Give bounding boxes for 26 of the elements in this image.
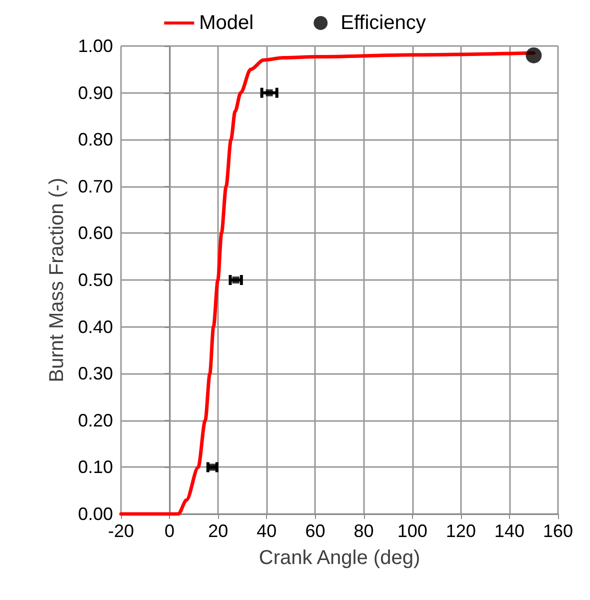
y-tick-label: 0.00 bbox=[78, 504, 113, 524]
legend-label: Efficiency bbox=[340, 12, 426, 34]
x-tick-label: 100 bbox=[397, 521, 428, 541]
y-tick-label: 0.80 bbox=[78, 130, 113, 150]
y-tick-label: 0.60 bbox=[78, 223, 113, 244]
x-tick-label: -20 bbox=[108, 521, 134, 541]
y-tick-label: 1.00 bbox=[78, 36, 113, 56]
x-axis-title: Crank Angle (deg) bbox=[258, 547, 420, 569]
x-tick-label: 40 bbox=[256, 521, 277, 541]
y-tick-label: 0.40 bbox=[78, 316, 113, 337]
x-tick-label: 160 bbox=[542, 521, 574, 541]
y-tick-label: 0.30 bbox=[78, 364, 113, 384]
x-tick-label: 120 bbox=[446, 521, 476, 541]
x-tick-label: 140 bbox=[494, 521, 524, 541]
x-tick-label: 60 bbox=[305, 521, 326, 541]
y-tick-label: 0.70 bbox=[78, 176, 113, 196]
x-tick-label: 80 bbox=[354, 521, 374, 541]
y-tick-label: 0.90 bbox=[78, 82, 113, 103]
y-tick-label: 0.20 bbox=[78, 410, 113, 430]
y-tick-label: 0.50 bbox=[78, 270, 113, 290]
x-tick-label: 0 bbox=[164, 521, 175, 541]
legend-label: Model bbox=[199, 12, 254, 34]
y-tick-label: 0.10 bbox=[78, 457, 113, 478]
x-tick-label: 20 bbox=[208, 521, 228, 541]
point bbox=[526, 47, 542, 64]
y-axis-title: Burnt Mass Fraction (-) bbox=[46, 178, 68, 382]
